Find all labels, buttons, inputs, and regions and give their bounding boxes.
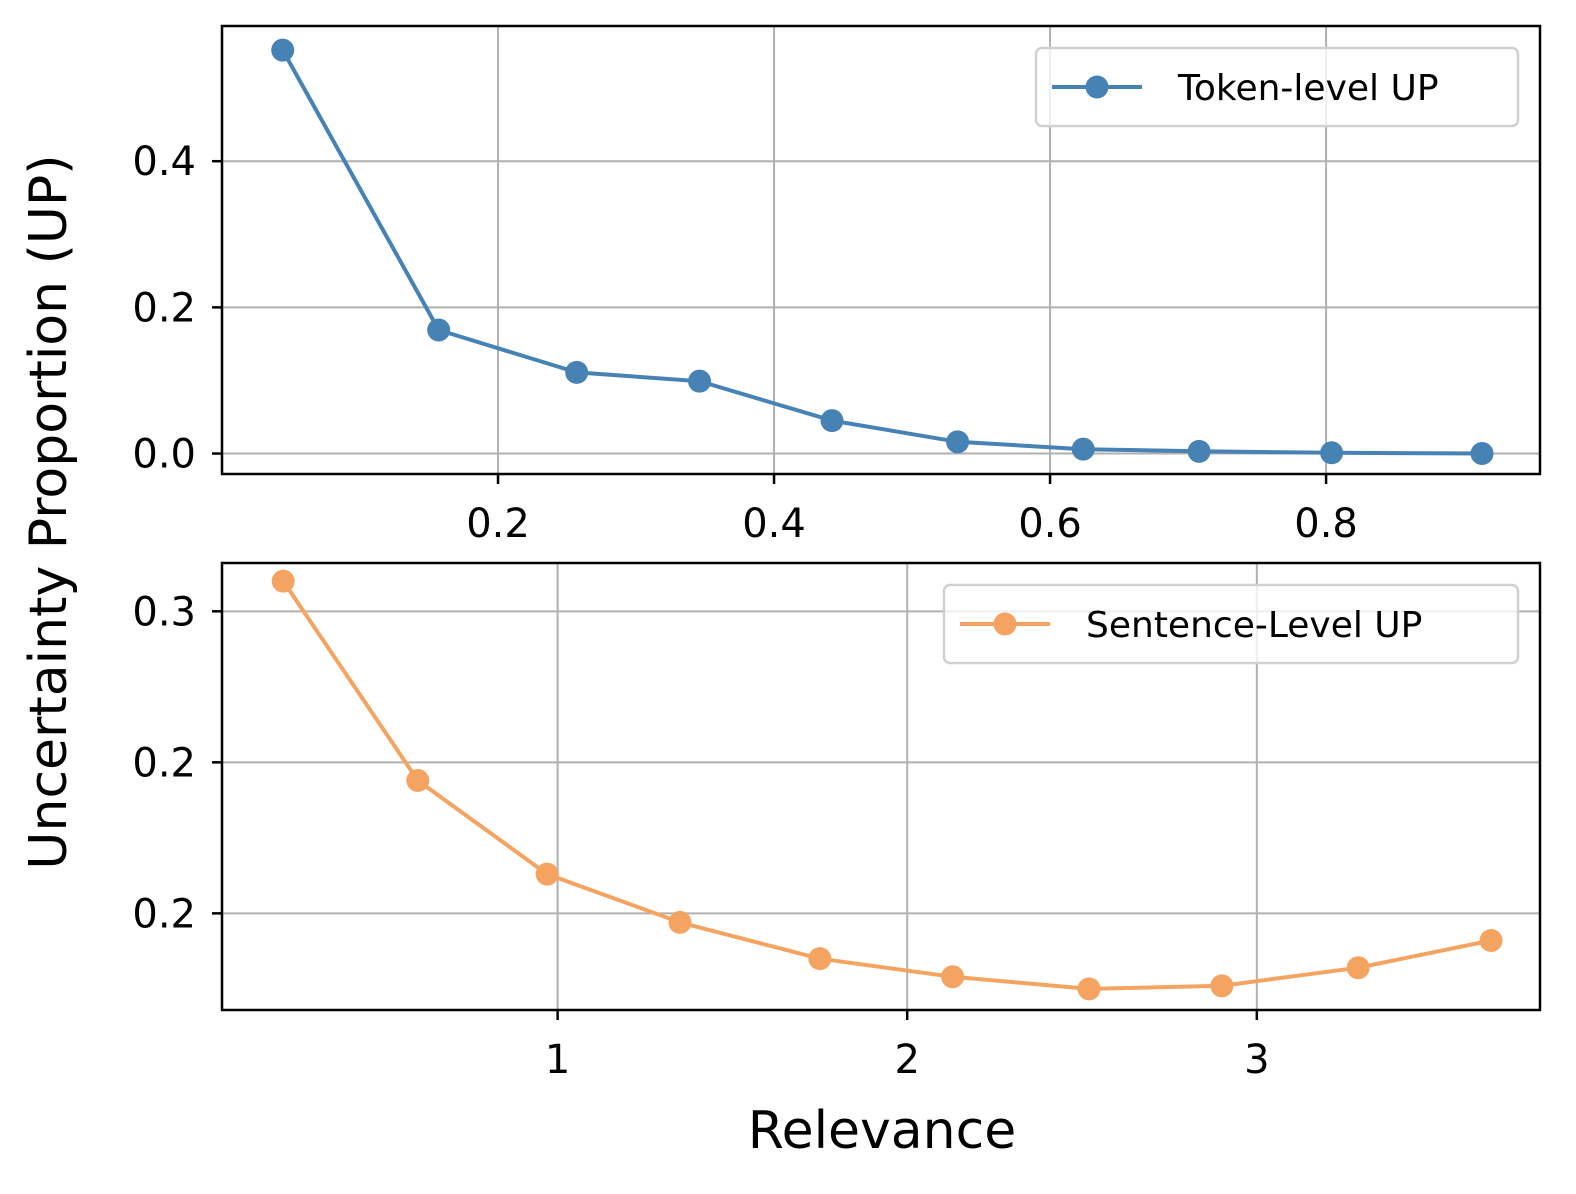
data-point: [1479, 929, 1503, 953]
data-point: [565, 360, 589, 384]
data-point: [271, 38, 295, 62]
y-tick-label: 0.2: [132, 740, 196, 786]
series-layer: [271, 38, 1494, 466]
x-tick-label: 1: [545, 1037, 570, 1083]
y-tick-label: 0.2: [132, 891, 196, 937]
data-point: [820, 409, 844, 433]
series-layer: [271, 569, 1503, 1001]
x-axis-label: Relevance: [748, 1101, 1016, 1161]
sentence-level-panel: 1 2 3 0.2 0.2 0.3 Sentence-Level UP: [132, 561, 1542, 1083]
data-point: [535, 862, 559, 886]
legend-box: [1034, 46, 1520, 128]
y-tick-label: 0.3: [132, 589, 196, 635]
data-point: [941, 965, 965, 989]
data-point: [1071, 437, 1095, 461]
data-point: [271, 569, 295, 593]
y-tick-label: 0.0: [132, 432, 196, 478]
data-point: [1210, 974, 1234, 998]
axes-frame: [220, 561, 1542, 1012]
legend-marker-swatch: [993, 612, 1017, 636]
x-tick-label: 2: [894, 1037, 919, 1083]
legend-marker-swatch: [1085, 75, 1109, 99]
data-point: [808, 947, 832, 971]
y-axis-label: Uncertainty Proportion (UP): [19, 154, 79, 869]
legend: Token-level UP: [1034, 46, 1520, 128]
axes: 0.2 0.4 0.6 0.8 0.0 0.2 0.4: [132, 24, 1542, 547]
legend: Sentence-Level UP: [942, 583, 1520, 665]
data-point: [1320, 441, 1344, 465]
data-point: [946, 430, 970, 454]
data-point: [406, 768, 430, 792]
data-point: [668, 910, 692, 934]
axes-frame: [220, 24, 1542, 476]
legend-label: Sentence-Level UP: [1086, 605, 1422, 646]
data-point: [1187, 439, 1211, 463]
data-point: [688, 369, 712, 393]
data-point: [1346, 956, 1370, 980]
legend-box: [942, 583, 1520, 665]
y-tick-label: 0.4: [132, 139, 196, 185]
y-tick-label: 0.2: [132, 285, 196, 331]
x-tick-label: 3: [1244, 1037, 1269, 1083]
data-point: [1077, 977, 1101, 1001]
series-line: [281, 579, 1492, 991]
series-line: [280, 49, 1483, 456]
x-tick-label: 0.8: [1294, 501, 1358, 547]
x-tick-label: 0.4: [742, 501, 806, 547]
data-point: [1470, 442, 1494, 466]
legend-label: Token-level UP: [1177, 68, 1439, 109]
axes: 1 2 3 0.2 0.2 0.3: [132, 561, 1542, 1083]
x-tick-label: 0.6: [1018, 501, 1082, 547]
data-point: [427, 318, 451, 342]
x-tick-label: 0.2: [466, 501, 530, 547]
token-level-panel: 0.2 0.4 0.6 0.8 0.0 0.2 0.4 Token-level UP: [132, 24, 1542, 547]
